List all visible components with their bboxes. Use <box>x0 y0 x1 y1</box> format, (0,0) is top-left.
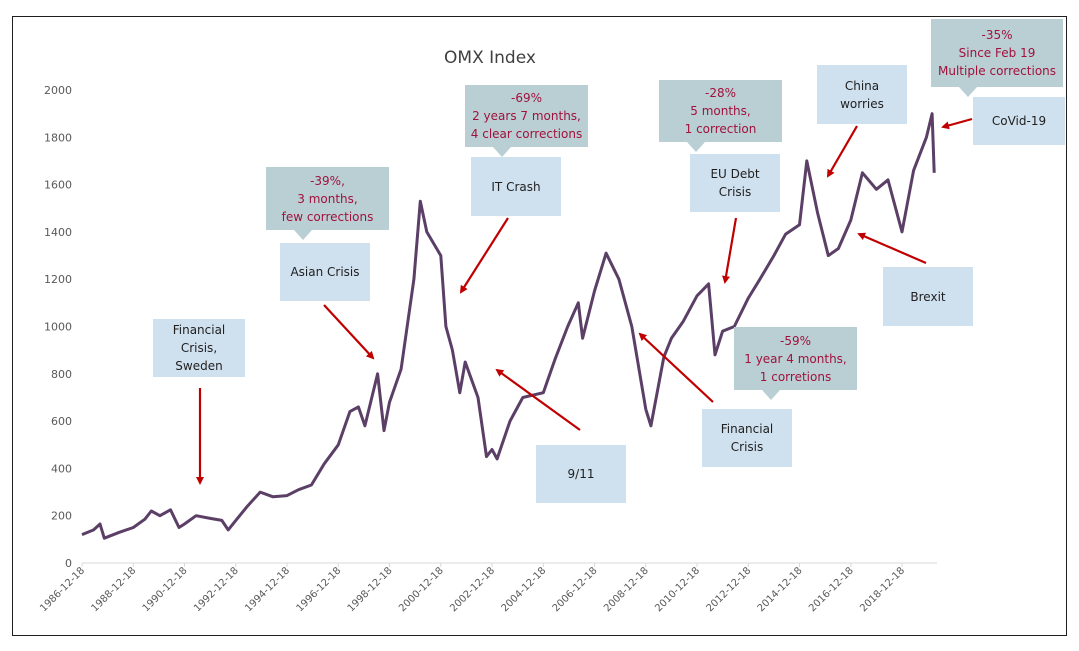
x-tick-label: 2002-12-18 <box>448 565 497 614</box>
label-nine-eleven: 9/11 <box>536 445 626 503</box>
y-tick-label: 1400 <box>44 226 72 239</box>
arrow-covid-19 <box>941 117 973 130</box>
label-brexit: Brexit <box>883 267 973 326</box>
note-eu-debt-drawdown: -28% 5 months, 1 correction <box>659 80 782 152</box>
x-tick-label: 1998-12-18 <box>346 565 395 614</box>
y-tick-label: 1000 <box>44 321 72 334</box>
x-tick-label: 2000-12-18 <box>397 565 446 614</box>
arrow-asian-crisis <box>323 304 375 360</box>
y-tick-label: 1200 <box>44 273 72 286</box>
note-it-crash-drawdown: -69% 2 years 7 months, 4 clear corrections <box>465 85 588 157</box>
x-tick-label: 2004-12-18 <box>500 565 549 614</box>
chart-frame <box>12 16 1067 636</box>
x-tick-label: 2014-12-18 <box>756 565 805 614</box>
label-china-worries: China worries <box>817 65 907 124</box>
x-tick-label: 1994-12-18 <box>243 565 292 614</box>
omx-series-line <box>81 112 936 540</box>
x-tick-label: 2010-12-18 <box>653 565 702 614</box>
label-eu-debt-crisis: EU Debt Crisis <box>690 154 780 212</box>
note-covid-drawdown: -35% Since Feb 19 Multiple corrections <box>931 19 1063 97</box>
x-tick-label: 2018-12-18 <box>858 565 907 614</box>
y-tick-label: 2000 <box>44 84 72 97</box>
y-tick-label: 0 <box>65 557 72 570</box>
label-asian-crisis: Asian Crisis <box>280 243 370 301</box>
x-tick-label: 1992-12-18 <box>192 565 241 614</box>
x-tick-label: 1988-12-18 <box>90 565 139 614</box>
arrow-it-crash <box>459 217 509 294</box>
note-asian-crisis-drawdown: -39%, 3 months, few corrections <box>266 167 389 240</box>
arrow-china-worries <box>826 125 858 178</box>
chart-title: OMX Index <box>444 48 536 68</box>
y-tick-label: 800 <box>51 368 72 381</box>
x-tick-label: 2016-12-18 <box>807 565 856 614</box>
label-it-crash: IT Crash <box>471 157 561 216</box>
label-financial-crisis: Financial Crisis <box>702 409 792 467</box>
y-tick-label: 600 <box>51 415 72 428</box>
x-tick-label: 1986-12-18 <box>38 565 87 614</box>
arrow-financial-crisis <box>638 332 714 403</box>
x-tick-label: 1996-12-18 <box>295 565 344 614</box>
x-tick-label: 2012-12-18 <box>705 565 754 614</box>
y-tick-label: 1600 <box>44 179 72 192</box>
arrow-nine-eleven <box>495 368 581 431</box>
x-tick-label: 2008-12-18 <box>602 565 651 614</box>
arrow-eu-debt-crisis <box>722 217 738 284</box>
label-financial-crisis-sweden: Financial Crisis, Sweden <box>153 319 245 377</box>
arrow-brexit <box>857 232 927 265</box>
note-financial-crisis-drawdown: -59% 1 year 4 months, 1 corretions <box>734 327 857 400</box>
label-covid-19: CoVid-19 <box>973 97 1065 145</box>
y-tick-label: 1800 <box>44 131 72 144</box>
x-tick-label: 1990-12-18 <box>141 565 190 614</box>
y-tick-label: 200 <box>51 510 72 523</box>
x-tick-label: 2006-12-18 <box>551 565 600 614</box>
y-tick-label: 400 <box>51 462 72 475</box>
